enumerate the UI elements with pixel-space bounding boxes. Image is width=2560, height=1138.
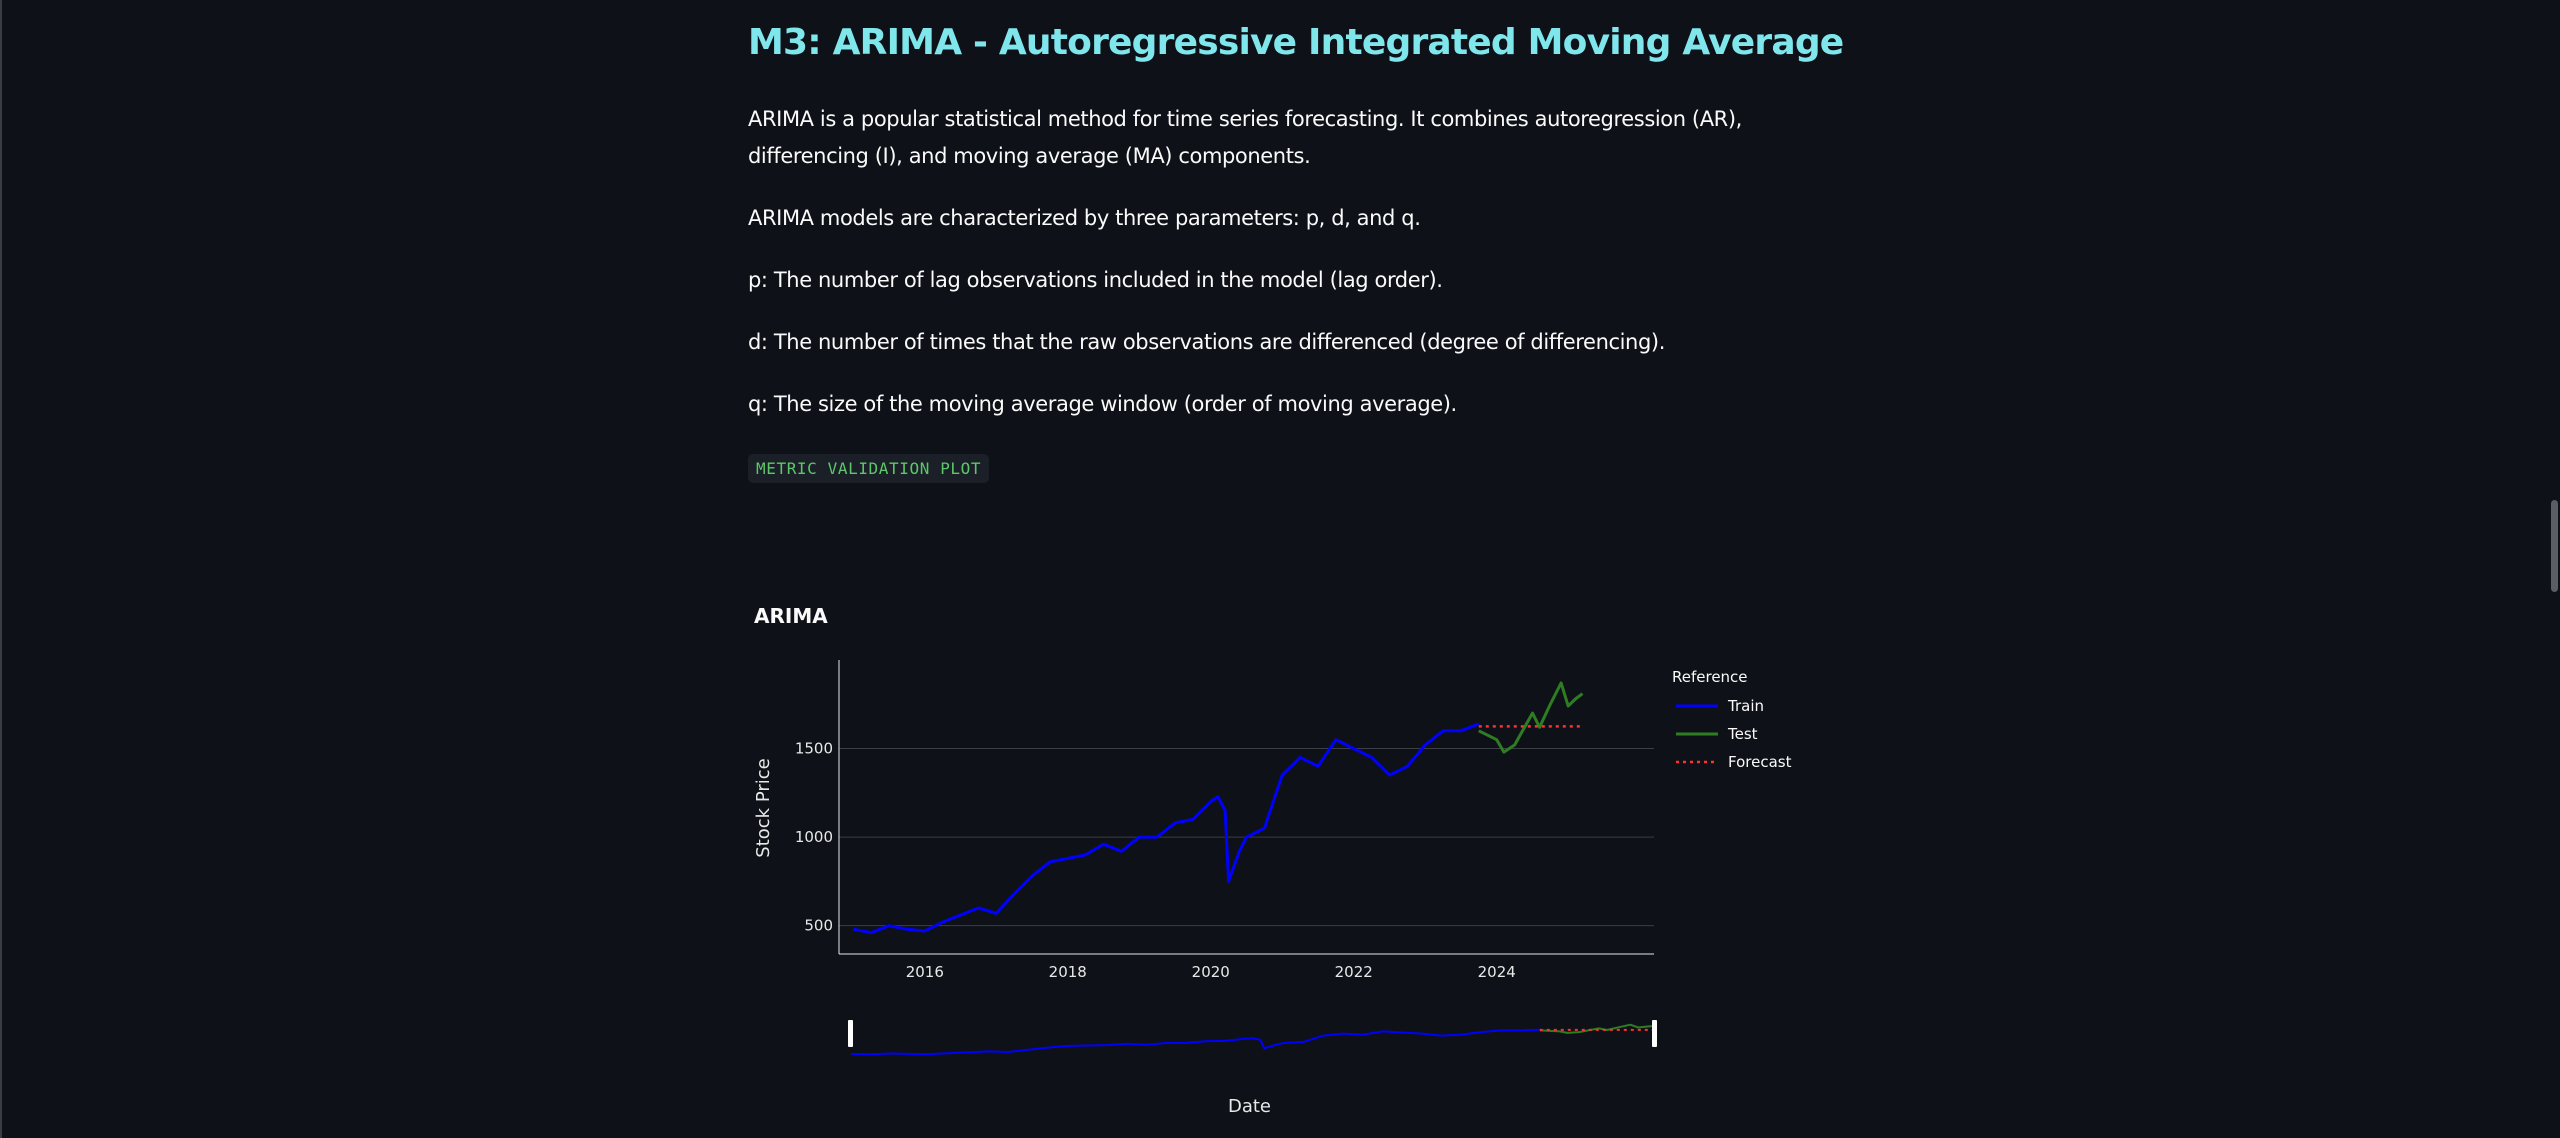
- y-tick-label: 1000: [795, 828, 833, 846]
- series-line-test: [1478, 681, 1584, 754]
- x-tick-label: 2022: [1335, 963, 1373, 981]
- x-tick-label: 2016: [906, 963, 944, 981]
- parameters-paragraph: ARIMA models are characterized by three …: [748, 206, 1421, 230]
- legend-item-test[interactable]: Test: [1727, 725, 1758, 743]
- series-line-train: [853, 722, 1480, 935]
- x-axis-label: Date: [1228, 1096, 1271, 1117]
- y-tick-label: 500: [804, 917, 833, 935]
- p-parameter-text: p: The number of lag observations includ…: [748, 268, 1443, 292]
- metric-validation-label: METRIC VALIDATION PLOT: [748, 454, 990, 483]
- slider-line-train: [850, 1028, 1540, 1056]
- d-parameter-text: d: The number of times that the raw obse…: [748, 330, 1665, 354]
- x-tick-label: 2018: [1049, 963, 1087, 981]
- window-edge: [0, 0, 2, 1138]
- intro-paragraph: ARIMA is a popular statistical method fo…: [748, 107, 1742, 168]
- chart-title: ARIMA: [754, 604, 828, 628]
- legend-item-forecast[interactable]: Forecast: [1728, 753, 1792, 771]
- page-title: M3: ARIMA - Autoregressive Integrated Mo…: [748, 22, 1844, 63]
- range-slider[interactable]: [848, 1020, 1657, 1056]
- axes: [838, 660, 1654, 955]
- y-tick-label: 1500: [795, 740, 833, 758]
- axis-labels: ARIMA 500 1000 1500 2016 2018 2020 2022 2024 Stoc…: [753, 604, 1516, 1117]
- arima-chart[interactable]: ARIMA 500 1000 1500 2016 2018 2020 2022 2024 Stoc…: [740, 540, 1830, 1138]
- series-lines: [853, 681, 1584, 935]
- q-parameter-text: q: The size of the moving average window…: [748, 392, 1457, 416]
- slider-handle-right[interactable]: [1652, 1020, 1657, 1047]
- x-tick-label: 2020: [1192, 963, 1230, 981]
- y-axis-label: Stock Price: [753, 758, 774, 857]
- legend-item-train[interactable]: Train: [1727, 697, 1764, 715]
- slider-line-test: [1539, 1023, 1655, 1034]
- scrollbar-thumb[interactable]: [2551, 500, 2558, 592]
- legend-title: Reference: [1672, 668, 1748, 686]
- legend[interactable]: Reference Train Test Forecast: [1672, 668, 1792, 771]
- x-tick-label: 2024: [1478, 963, 1516, 981]
- slider-handle-left[interactable]: [848, 1020, 853, 1047]
